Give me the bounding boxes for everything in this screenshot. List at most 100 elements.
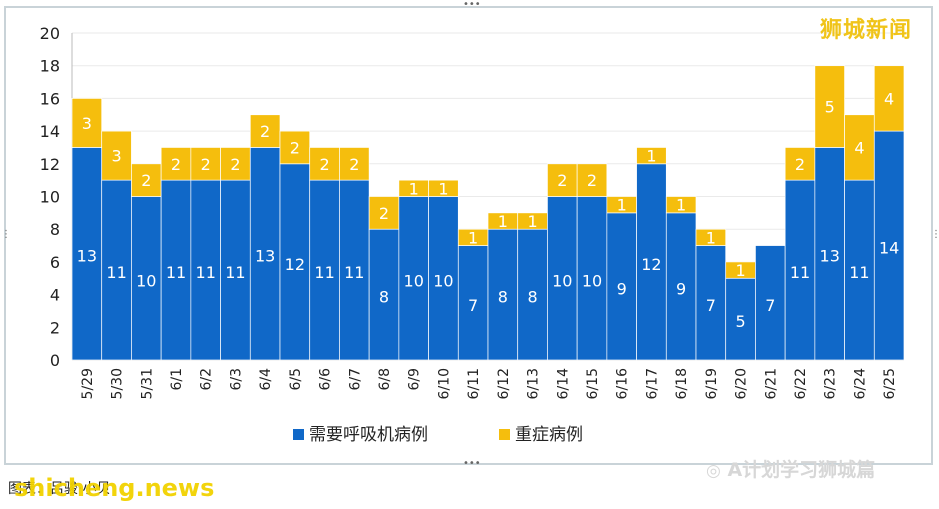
bar-ventilator <box>695 245 727 361</box>
data-label-severe: 1 <box>438 179 448 198</box>
bar-ventilator <box>784 179 816 361</box>
bar-severe <box>71 98 103 148</box>
resize-handle-left[interactable]: ⋮ <box>1 229 11 240</box>
data-label-severe: 2 <box>379 204 389 223</box>
x-tick-label: 6/6 <box>318 368 334 391</box>
y-tick-label: 4 <box>50 286 60 305</box>
data-label-severe: 5 <box>825 98 835 117</box>
data-label-ventilator: 11 <box>106 263 126 282</box>
bar-ventilator <box>576 196 608 361</box>
bar-severe <box>695 228 727 246</box>
data-label-severe: 1 <box>468 228 478 247</box>
bar-severe <box>160 147 192 181</box>
x-tick-label: 6/22 <box>793 368 809 399</box>
data-label-ventilator: 10 <box>404 271 424 290</box>
bar-severe <box>101 130 132 181</box>
y-tick-label: 18 <box>40 57 60 76</box>
data-label-severe: 1 <box>409 179 419 198</box>
data-label-ventilator: 11 <box>790 263 810 282</box>
footer-source: 图表：吕骏·小贝 <box>8 481 111 497</box>
x-tick-label: 6/13 <box>526 368 542 399</box>
bar-severe <box>279 130 311 165</box>
bar-ventilator <box>665 212 697 361</box>
y-tick-label: 14 <box>40 122 60 141</box>
bar-severe <box>547 163 578 197</box>
data-label-ventilator: 5 <box>735 312 745 331</box>
data-label-ventilator: 7 <box>765 296 775 315</box>
x-tick-label: 5/30 <box>110 368 126 399</box>
data-label-ventilator: 8 <box>379 288 389 307</box>
bar-ventilator <box>368 228 400 361</box>
data-label-severe: 1 <box>498 212 508 231</box>
x-tick-label: 6/14 <box>555 368 571 400</box>
data-label-severe: 3 <box>82 114 92 133</box>
x-tick-label: 5/29 <box>80 368 96 399</box>
resize-handle-right[interactable]: ⋮ <box>931 229 939 240</box>
bar-severe <box>339 147 370 181</box>
data-label-severe: 2 <box>349 155 359 174</box>
bar-severe <box>428 179 459 197</box>
data-label-ventilator: 11 <box>166 263 186 282</box>
data-label-severe: 4 <box>854 138 864 157</box>
data-label-ventilator: 7 <box>706 296 716 315</box>
resize-handle-top[interactable]: ••• <box>463 0 481 10</box>
bar-severe <box>784 147 816 181</box>
bar-ventilator <box>755 245 786 361</box>
y-tick-label: 2 <box>50 318 60 337</box>
site-watermark: shicheng.news <box>14 474 215 502</box>
data-label-severe: 1 <box>676 196 686 215</box>
data-label-ventilator: 11 <box>344 263 364 282</box>
y-tick-label: 10 <box>40 188 60 207</box>
account-watermark: ◎ A计划学习狮城篇 <box>706 455 875 482</box>
bar-severe <box>873 65 905 132</box>
legend-swatch-severe <box>499 429 510 440</box>
x-tick-label: 6/21 <box>763 368 779 399</box>
bar-ventilator <box>547 196 578 361</box>
data-label-severe: 1 <box>527 212 537 231</box>
x-tick-label: 6/23 <box>823 368 839 399</box>
data-label-ventilator: 13 <box>77 247 97 266</box>
bar-ventilator <box>279 163 311 361</box>
data-label-severe: 2 <box>171 155 181 174</box>
y-tick-label: 0 <box>50 351 60 370</box>
data-label-severe: 1 <box>617 196 627 215</box>
bar-severe <box>844 114 875 181</box>
x-tick-label: 6/18 <box>674 368 690 399</box>
data-label-ventilator: 12 <box>285 255 305 274</box>
data-label-ventilator: 11 <box>314 263 334 282</box>
bar-severe <box>368 196 400 230</box>
bar-severe <box>665 196 697 214</box>
resize-handle-bottom[interactable]: ••• <box>463 458 481 469</box>
bar-ventilator <box>844 179 875 361</box>
x-tick-label: 6/8 <box>377 368 393 391</box>
bar-ventilator <box>309 179 340 361</box>
bar-ventilator <box>160 179 192 361</box>
data-label-severe: 2 <box>587 171 597 190</box>
legend-swatch-ventilator <box>293 429 304 440</box>
x-tick-label: 6/5 <box>288 368 304 391</box>
bar-ventilator <box>101 179 132 361</box>
account-name: A计划学习狮城篇 <box>727 459 876 481</box>
bar-ventilator <box>339 179 370 361</box>
x-tick-label: 6/9 <box>407 368 423 391</box>
bar-ventilator <box>725 277 756 361</box>
data-label-ventilator: 12 <box>641 255 661 274</box>
data-label-ventilator: 9 <box>617 279 627 298</box>
x-tick-label: 6/1 <box>169 368 185 391</box>
x-tick-label: 5/31 <box>139 368 155 399</box>
bar-ventilator <box>428 196 459 361</box>
data-label-severe: 1 <box>646 147 656 166</box>
x-tick-label: 6/2 <box>199 368 215 391</box>
y-tick-label: 6 <box>50 253 60 272</box>
x-tick-label: 6/10 <box>436 368 452 399</box>
legend-label-ventilator: 需要呼吸机病例 <box>309 425 428 445</box>
bar-severe <box>131 163 162 197</box>
y-tick-label: 12 <box>40 155 60 174</box>
brand-watermark: 狮城新闻 <box>820 18 913 43</box>
data-label-severe: 2 <box>230 155 240 174</box>
data-label-ventilator: 10 <box>433 271 453 290</box>
x-tick-label: 6/12 <box>496 368 512 399</box>
data-label-severe: 1 <box>735 261 745 280</box>
bar-ventilator <box>71 147 103 361</box>
